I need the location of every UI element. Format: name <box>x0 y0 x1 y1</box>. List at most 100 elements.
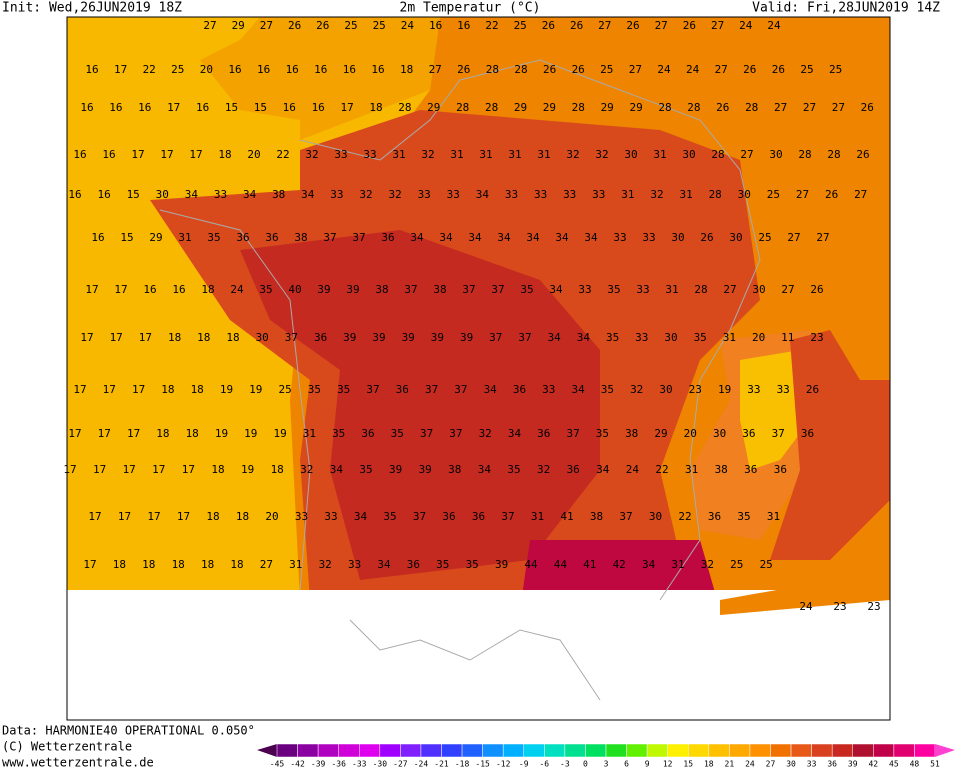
temp-label: 18 <box>236 510 249 523</box>
temp-label: 35 <box>606 331 619 344</box>
temp-label: 16 <box>283 101 296 114</box>
temp-label: 39 <box>389 463 402 476</box>
temp-label: 34 <box>377 558 391 571</box>
temp-label: 30 <box>682 148 695 161</box>
map-title: 2m Temperatur (°C) <box>400 1 541 16</box>
temp-label: 30 <box>671 231 684 244</box>
temp-label: 28 <box>687 101 700 114</box>
temp-label: 33 <box>363 148 376 161</box>
temp-label: 33 <box>777 383 790 396</box>
colorbar-label: 42 <box>868 760 878 769</box>
temp-label: 36 <box>381 231 394 244</box>
temp-label: 25 <box>514 19 527 32</box>
temp-label: 22 <box>678 510 691 523</box>
temp-label: 26 <box>543 63 556 76</box>
colorbar-box <box>667 743 689 758</box>
temp-label: 24 <box>739 19 753 32</box>
temp-label: 23 <box>867 600 880 613</box>
temp-label: 38 <box>625 427 638 440</box>
temp-label: 32 <box>701 558 714 571</box>
temp-label: 30 <box>649 510 662 523</box>
temp-label: 35 <box>466 558 479 571</box>
temp-label: 31 <box>508 148 521 161</box>
colorbar-label: -24 <box>414 760 429 769</box>
temp-label: 44 <box>524 558 538 571</box>
temp-label: 39 <box>402 331 415 344</box>
temp-label: 31 <box>479 148 492 161</box>
temp-label: 17 <box>85 283 98 296</box>
temp-label: 35 <box>694 331 707 344</box>
valid-text: Valid: Fri,28JUN2019 14Z <box>752 1 940 16</box>
temp-label: 39 <box>343 331 356 344</box>
temp-label: 25 <box>758 231 771 244</box>
temp-label: 33 <box>418 188 431 201</box>
temp-label: 32 <box>479 427 492 440</box>
colorbar-label: -30 <box>373 760 388 769</box>
temp-label: 17 <box>73 383 86 396</box>
temp-label: 31 <box>679 188 692 201</box>
temp-label: 17 <box>110 331 123 344</box>
temp-label: 26 <box>856 148 869 161</box>
temp-label: 33 <box>635 331 648 344</box>
temp-label: 27 <box>740 148 753 161</box>
temp-label: 26 <box>316 19 329 32</box>
temp-label: 34 <box>410 231 424 244</box>
temp-label: 34 <box>555 231 569 244</box>
temp-label: 20 <box>247 148 260 161</box>
copyright: (C) Wetterzentrale <box>2 740 132 754</box>
temp-label: 28 <box>456 101 469 114</box>
temp-label: 36 <box>361 427 374 440</box>
temp-label: 40 <box>288 283 301 296</box>
temp-label: 25 <box>600 63 613 76</box>
temp-label: 26 <box>542 19 555 32</box>
temp-label: 35 <box>601 383 614 396</box>
temp-label: 16 <box>109 101 122 114</box>
temp-label: 33 <box>505 188 518 201</box>
temp-label: 15 <box>120 231 133 244</box>
temp-label: 28 <box>798 148 811 161</box>
temp-label: 31 <box>303 427 316 440</box>
temp-label: 28 <box>745 101 758 114</box>
temp-label: 33 <box>324 510 337 523</box>
colorbar-label: -39 <box>311 760 326 769</box>
temp-label: 17 <box>118 510 131 523</box>
temp-label: 17 <box>80 331 93 344</box>
temp-label: 18 <box>218 148 231 161</box>
colorbar-label: 30 <box>786 760 796 769</box>
colorbar-label: -45 <box>270 760 285 769</box>
temp-label: 36 <box>472 510 485 523</box>
temp-label: 32 <box>595 148 608 161</box>
temp-label: 16 <box>429 19 442 32</box>
temp-label: 18 <box>271 463 284 476</box>
colorbar-box <box>605 743 627 758</box>
colorbar-label: 0 <box>583 760 588 769</box>
temp-label: 23 <box>810 331 823 344</box>
temp-label: 26 <box>716 101 729 114</box>
temp-label: 18 <box>186 427 199 440</box>
colorbar-box <box>482 743 504 758</box>
temp-label: 34 <box>301 188 315 201</box>
temp-label: 31 <box>392 148 405 161</box>
temp-label: 39 <box>317 283 330 296</box>
temp-label: 27 <box>203 19 216 32</box>
data-source: Data: HARMONIE40 OPERATIONAL 0.050° <box>2 724 255 738</box>
colorbar-label: -21 <box>434 760 449 769</box>
temp-label: 26 <box>683 19 696 32</box>
temp-label: 19 <box>273 427 286 440</box>
temp-label: 17 <box>114 63 127 76</box>
temp-label: 35 <box>207 231 220 244</box>
temp-label: 17 <box>132 383 145 396</box>
temp-label: 31 <box>723 331 736 344</box>
temp-label: 24 <box>401 19 415 32</box>
temp-label: 15 <box>127 188 140 201</box>
colorbar-box <box>564 743 586 758</box>
temp-label: 17 <box>63 463 76 476</box>
temp-label: 33 <box>613 231 626 244</box>
temp-label: 28 <box>711 148 724 161</box>
temp-label: 34 <box>549 283 563 296</box>
temp-label: 39 <box>495 558 508 571</box>
temp-label: 26 <box>572 63 585 76</box>
temp-label: 36 <box>407 558 420 571</box>
temp-label: 36 <box>567 463 580 476</box>
temp-label: 17 <box>340 101 353 114</box>
